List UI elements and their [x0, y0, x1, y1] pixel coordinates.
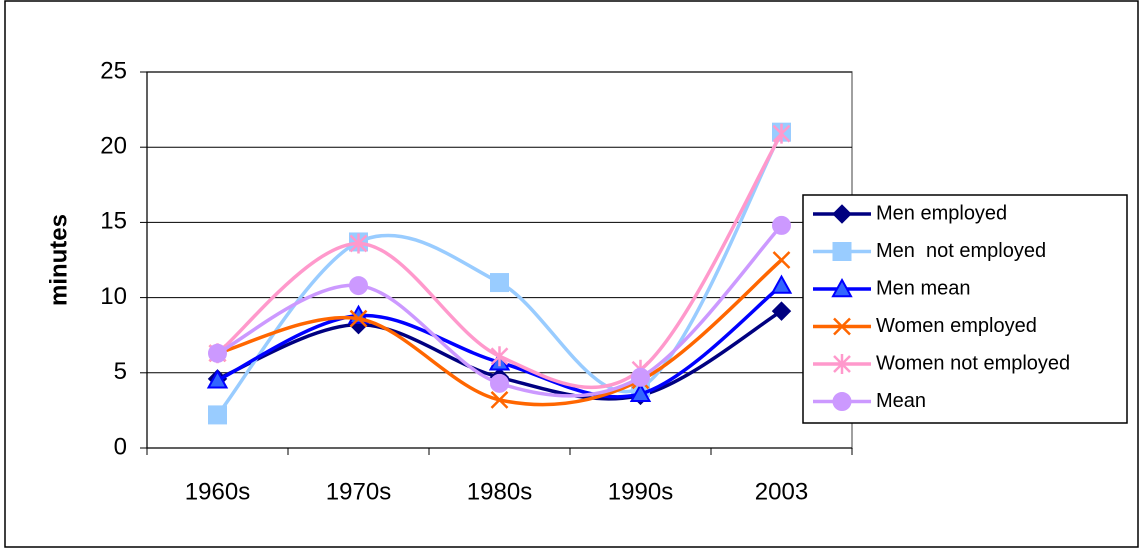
series — [208, 215, 791, 398]
marker — [490, 390, 509, 409]
legend: Men employed Men not employed Men mean Wome… — [802, 194, 1128, 424]
marker — [833, 354, 851, 374]
y-tick-label: 0 — [114, 433, 127, 460]
marker — [771, 301, 792, 321]
marker — [631, 367, 650, 387]
marker — [832, 204, 852, 224]
marker — [772, 251, 791, 269]
marker — [629, 382, 652, 403]
marker — [349, 309, 368, 328]
y-axis-label: minutes — [45, 214, 72, 306]
marker — [772, 215, 791, 235]
marker — [832, 242, 852, 261]
marker — [208, 343, 227, 363]
marker — [490, 346, 509, 367]
y-tick-label: 25 — [100, 57, 127, 84]
marker — [490, 273, 509, 293]
x-tick-label: 2003 — [755, 478, 808, 505]
legend-box — [802, 194, 1128, 424]
y-tick-label: 10 — [100, 283, 127, 310]
x-tick-label: 1990s — [608, 478, 673, 505]
marker — [349, 276, 368, 296]
y-tick-label: 5 — [114, 358, 127, 385]
legend-label: Men not employed — [876, 240, 1046, 262]
y-tick-label: 20 — [100, 133, 127, 160]
marker — [831, 277, 853, 298]
x-tick-label: 1970s — [326, 478, 391, 505]
legend-label: Mean — [876, 390, 926, 412]
legend-label: Women employed — [876, 315, 1037, 337]
legend-label: Women not employed — [876, 352, 1070, 374]
marker — [490, 373, 509, 393]
marker — [770, 274, 793, 294]
marker — [833, 317, 851, 336]
x-tick-label: 1960s — [185, 478, 250, 505]
marker — [206, 369, 229, 389]
marker — [349, 233, 368, 254]
legend-label: Men mean — [876, 277, 971, 299]
y-tick-label: 15 — [100, 208, 127, 235]
marker — [832, 392, 852, 411]
marker — [772, 123, 791, 144]
x-tick-label: 1980s — [467, 478, 532, 505]
marker — [208, 405, 227, 425]
legend-label: Men employed — [876, 202, 1007, 224]
